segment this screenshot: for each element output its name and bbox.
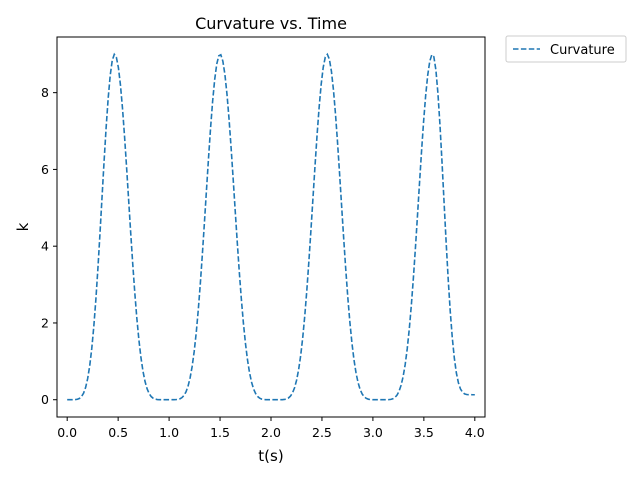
x-tick-label: 2.0	[261, 425, 281, 440]
curvature-line	[67, 52, 475, 401]
y-tick-label: 0	[41, 392, 49, 407]
y-axis: 0 2 4 6 8	[41, 85, 57, 407]
y-tick-label: 6	[41, 162, 49, 177]
x-tick-label: 3.5	[414, 425, 434, 440]
legend-box	[505, 35, 627, 63]
legend: Curvature	[505, 35, 627, 63]
x-tick-label: 4.0	[465, 425, 485, 440]
y-tick-label: 4	[41, 239, 49, 254]
x-tick-label: 2.5	[312, 425, 332, 440]
x-tick-label: 3.0	[363, 425, 383, 440]
plot-area	[56, 36, 486, 418]
x-axis: 0.0 0.5 1.0 1.5 2.0 2.5 3.0 3.5 4.0	[57, 417, 485, 440]
y-tick-label: 2	[41, 315, 49, 330]
y-axis-label: k	[14, 222, 32, 231]
legend-label: Curvature	[550, 43, 615, 58]
y-tick-label: 8	[41, 85, 49, 100]
x-axis-label: t(s)	[258, 447, 283, 465]
x-tick-label: 1.5	[210, 425, 230, 440]
x-tick-label: 1.0	[159, 425, 179, 440]
x-tick-label: 0.5	[108, 425, 128, 440]
chart-title: Curvature vs. Time	[195, 14, 347, 33]
x-tick-label: 0.0	[57, 425, 77, 440]
